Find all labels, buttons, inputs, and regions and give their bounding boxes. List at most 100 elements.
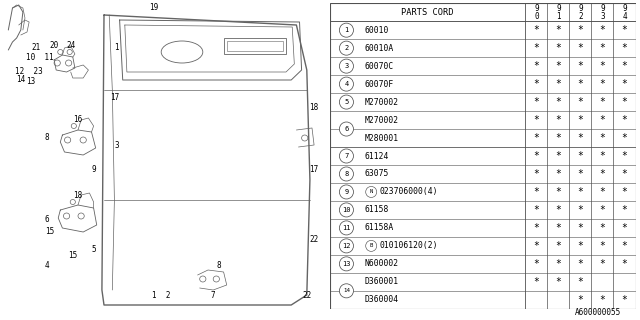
Text: *: * [621, 43, 627, 53]
Text: *: * [621, 187, 627, 197]
Circle shape [339, 77, 353, 91]
Text: D360001: D360001 [365, 277, 399, 286]
Text: *: * [534, 277, 540, 287]
Text: 15: 15 [68, 251, 77, 260]
Circle shape [70, 199, 76, 204]
Text: *: * [577, 151, 584, 161]
Text: 10  11: 10 11 [26, 53, 53, 62]
Text: *: * [600, 115, 605, 125]
Text: *: * [534, 79, 540, 89]
Text: *: * [621, 205, 627, 215]
Circle shape [339, 41, 353, 55]
Text: 19: 19 [149, 4, 159, 12]
Text: *: * [556, 187, 561, 197]
Text: *: * [577, 187, 584, 197]
Text: *: * [621, 223, 627, 233]
Circle shape [200, 276, 206, 282]
Circle shape [339, 221, 353, 235]
Text: *: * [577, 241, 584, 251]
Circle shape [365, 187, 377, 197]
Text: 11: 11 [342, 225, 351, 231]
Text: 9
0: 9 0 [534, 4, 539, 21]
Text: *: * [556, 133, 561, 143]
Text: *: * [556, 25, 561, 35]
Text: *: * [577, 25, 584, 35]
Text: *: * [600, 43, 605, 53]
Circle shape [339, 284, 353, 298]
Circle shape [339, 149, 353, 163]
Text: 1: 1 [114, 44, 119, 52]
Text: *: * [556, 43, 561, 53]
Text: 13: 13 [342, 261, 351, 267]
Text: 60010A: 60010A [365, 44, 394, 53]
Text: 20: 20 [49, 41, 59, 50]
Text: *: * [556, 169, 561, 179]
Text: *: * [577, 133, 584, 143]
Text: *: * [600, 61, 605, 71]
Circle shape [63, 213, 70, 219]
Text: *: * [534, 43, 540, 53]
Text: 22: 22 [302, 291, 312, 300]
Text: *: * [621, 79, 627, 89]
Circle shape [339, 95, 353, 109]
Text: *: * [534, 133, 540, 143]
Text: *: * [534, 25, 540, 35]
Text: *: * [600, 205, 605, 215]
Text: 1  2: 1 2 [152, 291, 170, 300]
Circle shape [339, 59, 353, 73]
Text: *: * [577, 205, 584, 215]
Text: A600000055: A600000055 [575, 308, 621, 317]
Text: 9
2: 9 2 [578, 4, 583, 21]
Text: *: * [600, 169, 605, 179]
Circle shape [78, 213, 84, 219]
Text: *: * [600, 241, 605, 251]
Text: N600002: N600002 [365, 259, 399, 268]
Text: *: * [577, 61, 584, 71]
Text: *: * [621, 61, 627, 71]
Text: 3: 3 [344, 63, 349, 69]
Text: *: * [600, 223, 605, 233]
Circle shape [80, 137, 86, 143]
Text: 13: 13 [27, 77, 36, 86]
Text: B: B [369, 244, 373, 248]
Text: *: * [577, 43, 584, 53]
Text: *: * [534, 115, 540, 125]
Text: *: * [621, 169, 627, 179]
Text: *: * [600, 259, 605, 269]
Circle shape [71, 124, 76, 129]
Circle shape [365, 240, 377, 252]
Text: *: * [621, 115, 627, 125]
Circle shape [58, 50, 63, 54]
Text: *: * [577, 223, 584, 233]
Text: 8: 8 [45, 133, 49, 142]
Text: 14: 14 [343, 288, 350, 293]
Text: 18: 18 [74, 190, 83, 199]
Text: N: N [369, 189, 373, 195]
Circle shape [339, 122, 353, 136]
Text: 023706000(4): 023706000(4) [380, 188, 438, 196]
Text: 60070C: 60070C [365, 62, 394, 71]
Text: 22: 22 [310, 236, 319, 244]
Text: 17: 17 [110, 93, 119, 102]
Text: *: * [577, 115, 584, 125]
Text: 4: 4 [45, 260, 49, 269]
Text: 63075: 63075 [365, 170, 389, 179]
Text: 4: 4 [344, 81, 349, 87]
Text: 5: 5 [92, 245, 96, 254]
Text: *: * [600, 295, 605, 305]
Text: *: * [621, 97, 627, 107]
Text: *: * [556, 241, 561, 251]
Circle shape [339, 185, 353, 199]
Circle shape [339, 257, 353, 271]
Ellipse shape [161, 41, 203, 63]
Text: 61124: 61124 [365, 151, 389, 161]
Text: 24: 24 [66, 41, 76, 50]
Text: *: * [556, 277, 561, 287]
Text: 12  23: 12 23 [15, 68, 43, 76]
Text: *: * [534, 187, 540, 197]
Text: 3: 3 [114, 140, 119, 149]
Text: *: * [577, 259, 584, 269]
Text: 9
4: 9 4 [622, 4, 627, 21]
Text: *: * [621, 25, 627, 35]
Bar [227, 41, 283, 51]
